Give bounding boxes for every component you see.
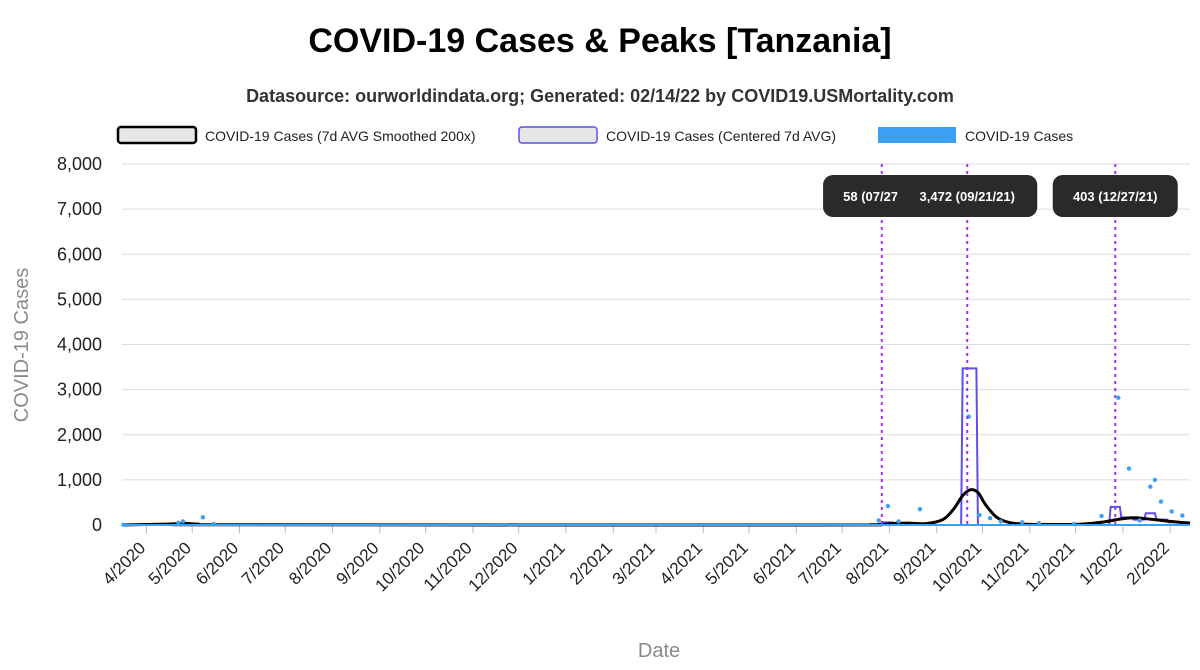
x-tick-label: 6/2021 bbox=[749, 538, 799, 588]
legend-swatch bbox=[878, 127, 956, 143]
data-point bbox=[998, 519, 1004, 524]
y-tick-label: 7,000 bbox=[57, 199, 102, 219]
data-point bbox=[1019, 520, 1025, 525]
y-tick-label: 0 bbox=[92, 515, 102, 535]
data-point bbox=[1137, 518, 1142, 523]
x-tick-label: 12/2021 bbox=[1022, 538, 1079, 595]
data-point bbox=[885, 503, 891, 509]
data-point bbox=[1169, 509, 1174, 514]
x-tick-label: 2/2021 bbox=[566, 538, 616, 588]
peaks-layer: 58 (07/27/21) 3,472 (09/21/21) 403 (12/27/… bbox=[823, 164, 1178, 525]
data-point bbox=[1071, 521, 1077, 527]
y-tick-label: 1,000 bbox=[57, 470, 102, 490]
data-point bbox=[1180, 513, 1185, 518]
data-point bbox=[876, 518, 881, 523]
x-tick-label: 4/2020 bbox=[99, 538, 149, 588]
x-tick-label: 1/2022 bbox=[1075, 538, 1125, 588]
legend-label: COVID-19 Cases bbox=[965, 128, 1073, 144]
data-point bbox=[1099, 513, 1104, 519]
data-point bbox=[896, 519, 901, 524]
x-tick-label: 10/2020 bbox=[372, 538, 429, 595]
x-tick-label: 10/2021 bbox=[928, 538, 985, 595]
series-layer bbox=[121, 367, 1191, 527]
x-tick-label: 8/2021 bbox=[842, 538, 892, 588]
data-point bbox=[121, 522, 126, 527]
chart-subtitle: Datasource: ourworldindata.org; Generate… bbox=[246, 86, 954, 106]
y-tick-label: 2,000 bbox=[57, 425, 102, 445]
y-tick-label: 3,000 bbox=[57, 380, 102, 400]
peak-label-box bbox=[897, 175, 1038, 217]
data-point bbox=[211, 521, 216, 527]
x-tick-label: 1/2021 bbox=[519, 538, 569, 588]
grid-lines bbox=[122, 163, 1190, 526]
data-point bbox=[977, 512, 982, 518]
legend-swatch bbox=[116, 125, 198, 145]
x-tick-label: 5/2020 bbox=[145, 538, 195, 588]
data-point bbox=[200, 515, 206, 520]
data-point bbox=[987, 516, 993, 521]
data-point bbox=[1116, 395, 1121, 400]
y-tick-label: 4,000 bbox=[57, 335, 102, 355]
x-tick-label: 11/2021 bbox=[977, 538, 1033, 594]
x-tick-label: 5/2021 bbox=[702, 538, 752, 588]
legend-label: COVID-19 Cases (Centered 7d AVG) bbox=[606, 128, 836, 144]
y-tick-label: 6,000 bbox=[57, 244, 102, 264]
x-axis-title: Date bbox=[638, 640, 680, 662]
peak-label-box bbox=[1052, 175, 1178, 217]
x-tick-label: 11/2020 bbox=[420, 538, 476, 594]
data-point bbox=[176, 520, 181, 525]
x-tick-label: 7/2020 bbox=[238, 538, 288, 588]
x-tick-label: 4/2021 bbox=[656, 538, 706, 588]
legend-label: COVID-19 Cases (7d AVG Smoothed 200x) bbox=[205, 128, 476, 144]
data-point bbox=[1158, 499, 1164, 504]
data-point bbox=[180, 519, 186, 524]
legend-swatch bbox=[518, 126, 598, 144]
y-tick-label: 5,000 bbox=[57, 289, 102, 309]
series-smoothed-7d-avg bbox=[121, 488, 1191, 527]
x-axis-ticks: 4/20205/20206/20207/20208/20209/202010/2… bbox=[99, 525, 1173, 595]
y-axis-ticks: 0 1,000 2,000 3,000 4,000 5,000 6,000 7,000 8,00… bbox=[57, 154, 102, 535]
x-tick-label: 7/2021 bbox=[795, 538, 845, 588]
peak-label: 403 (12/27/21) bbox=[1073, 189, 1158, 204]
x-tick-label: 2/2022 bbox=[1123, 538, 1173, 588]
data-point bbox=[1126, 466, 1132, 471]
x-tick-label: 12/2020 bbox=[465, 538, 522, 595]
peak-label: 3,472 (09/21/21) bbox=[920, 189, 1015, 204]
series-centered-7d-avg bbox=[121, 367, 1190, 526]
x-tick-label: 3/2021 bbox=[609, 538, 659, 588]
y-tick-label: 8,000 bbox=[57, 154, 102, 174]
data-point bbox=[1148, 484, 1153, 489]
data-point bbox=[1152, 477, 1158, 483]
x-tick-label: 8/2020 bbox=[285, 538, 335, 588]
x-tick-label: 6/2020 bbox=[192, 538, 242, 588]
y-axis-title: COVID-19 Cases bbox=[11, 268, 33, 423]
legend: COVID-19 Cases (7d AVG Smoothed 200x) COV… bbox=[116, 125, 1073, 145]
chart-title: COVID-19 Cases & Peaks [Tanzania] bbox=[308, 22, 892, 60]
data-point bbox=[917, 507, 923, 512]
data-point bbox=[1036, 520, 1042, 526]
